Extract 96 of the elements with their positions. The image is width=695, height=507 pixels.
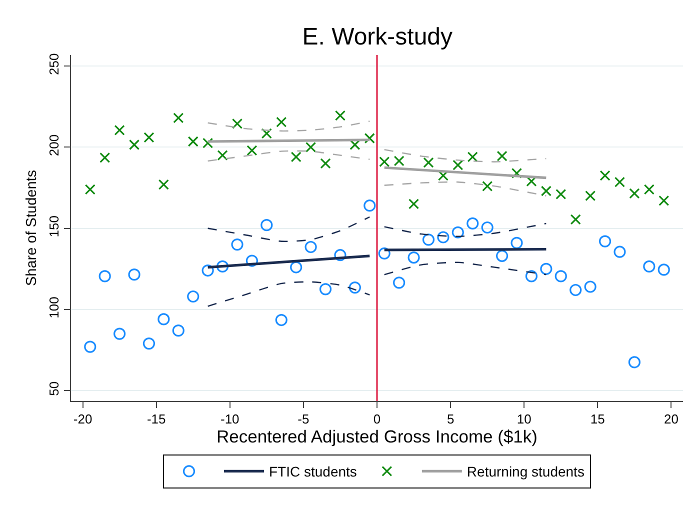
point xyxy=(172,324,184,337)
point xyxy=(100,152,110,164)
point xyxy=(423,157,434,168)
point xyxy=(658,195,670,206)
point xyxy=(290,261,302,274)
point xyxy=(246,254,258,267)
point xyxy=(128,268,140,281)
point xyxy=(188,136,198,147)
point xyxy=(114,124,125,136)
point xyxy=(187,290,200,303)
point xyxy=(570,214,581,225)
point xyxy=(452,226,464,238)
point xyxy=(378,247,390,260)
point xyxy=(556,188,566,200)
x-tick-label: -20 xyxy=(73,412,92,427)
point xyxy=(364,200,376,212)
x-tick-label: 5 xyxy=(446,412,454,427)
point xyxy=(408,251,420,264)
point xyxy=(173,112,184,124)
point xyxy=(422,234,435,246)
point xyxy=(320,158,331,169)
x-tick-label: 20 xyxy=(664,412,678,427)
x-tick-label: 0 xyxy=(373,412,381,427)
y-tick-label: 250 xyxy=(46,53,62,75)
point xyxy=(496,150,508,162)
point xyxy=(144,132,154,143)
point xyxy=(628,356,640,368)
point xyxy=(600,170,610,181)
point xyxy=(511,168,522,178)
point xyxy=(467,152,478,162)
point xyxy=(466,217,479,230)
x-tick-label: -15 xyxy=(146,412,166,427)
point xyxy=(629,188,640,199)
point xyxy=(319,283,332,296)
legend-label: FTIC students xyxy=(269,464,357,480)
y-tick-label: 200 xyxy=(46,134,62,156)
point xyxy=(202,264,214,277)
point xyxy=(614,246,626,258)
point xyxy=(275,314,288,326)
point xyxy=(393,276,406,289)
x-tick-label: 10 xyxy=(516,412,532,427)
point xyxy=(84,184,96,195)
point xyxy=(158,179,169,190)
point xyxy=(658,264,670,276)
point xyxy=(304,240,317,254)
point xyxy=(276,116,287,128)
x-tick-label: -5 xyxy=(298,412,310,427)
point xyxy=(584,280,596,293)
point xyxy=(217,150,228,161)
y-tick-label: 150 xyxy=(46,216,62,238)
point xyxy=(158,313,170,326)
point xyxy=(614,176,626,188)
y-axis-title: Share of Students xyxy=(24,170,40,286)
point xyxy=(554,270,567,282)
x-axis-title: Recentered Adjusted Gross Income ($1k) xyxy=(216,426,538,447)
point xyxy=(644,184,654,195)
point xyxy=(142,338,156,350)
point xyxy=(334,249,346,262)
point xyxy=(540,262,552,275)
point xyxy=(408,198,420,210)
point xyxy=(232,118,243,129)
x-tick-label: 15 xyxy=(590,412,605,427)
point xyxy=(260,219,273,232)
point xyxy=(525,270,538,282)
point xyxy=(379,156,390,168)
legend-label: Returning students xyxy=(466,464,584,480)
point xyxy=(84,340,96,353)
point xyxy=(598,235,612,248)
point xyxy=(216,260,229,273)
point xyxy=(482,180,493,192)
chart-title: E. Work-study xyxy=(302,23,453,50)
point xyxy=(246,145,258,156)
point xyxy=(510,236,523,249)
point xyxy=(364,132,375,144)
point xyxy=(128,139,140,150)
point xyxy=(585,190,596,202)
y-tick-label: 100 xyxy=(46,296,62,318)
y-tick-label: 50 xyxy=(46,381,62,396)
point xyxy=(452,160,464,170)
point xyxy=(437,231,450,244)
point xyxy=(290,152,302,162)
point xyxy=(231,238,244,251)
point xyxy=(98,270,111,282)
point xyxy=(306,142,316,152)
point xyxy=(348,282,361,294)
point xyxy=(114,328,126,340)
point xyxy=(481,221,494,234)
point xyxy=(261,128,272,139)
point xyxy=(570,284,582,296)
point xyxy=(496,250,508,262)
point xyxy=(643,260,656,273)
point xyxy=(540,186,552,196)
point xyxy=(202,138,214,148)
point xyxy=(394,156,404,166)
x-tick-label: -10 xyxy=(220,412,240,427)
point xyxy=(334,110,346,121)
